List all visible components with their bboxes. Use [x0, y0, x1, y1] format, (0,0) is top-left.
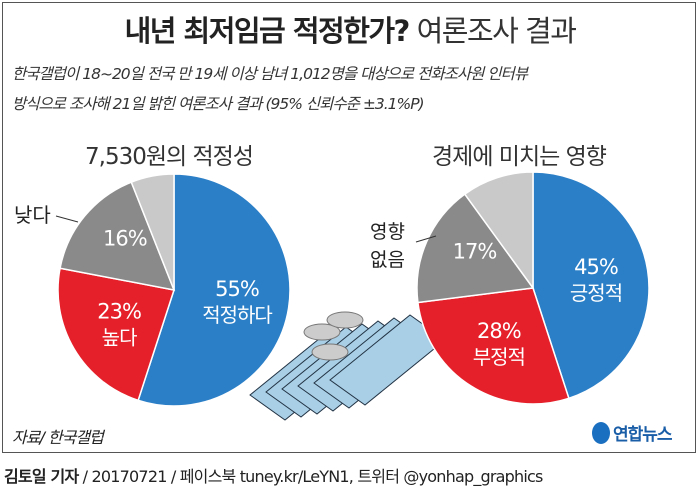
coin-icon [326, 311, 364, 329]
pie2-outside-label-line1: 영향 [370, 221, 405, 243]
title-bold: 내년 최저임금 적정한가? [124, 14, 411, 48]
infographic-frame [2, 2, 696, 453]
yonhap-logo: 연합뉴스 [592, 420, 673, 445]
pie1-slice-2 [59, 181, 176, 291]
footer-rest: / 20170721 / 페이스북 tuney.kr/LeYN1, 트위터 @y… [78, 467, 544, 486]
pie1-value-label-2: 16% [103, 226, 147, 250]
pie1-leader-line [55, 215, 79, 223]
pie2-value-label-0: 45% [574, 255, 618, 279]
pie2-outside-label-line2: 없음 [370, 249, 405, 271]
pie2-title: 경제에 미치는 영향 [432, 144, 607, 170]
page-title: 내년 최저임금 적정한가? 여론조사 결과 [0, 8, 700, 50]
logo-icon [592, 421, 610, 444]
pie2-slice-3 [463, 171, 534, 291]
pie1-slice-3 [130, 173, 175, 291]
pie1-category-label-0: 적정하다 [202, 303, 272, 327]
subtitle-line1: 한국갤럽이 18~20일 전국 만 19세 이상 남녀 1,012명을 대상으로… [12, 65, 528, 83]
pie2-value-label-2: 17% [453, 240, 497, 264]
coin-icon [311, 343, 349, 361]
pie1-slice-0 [137, 173, 291, 407]
pie1-outside-label: 낮다 [14, 203, 51, 227]
logo-text: 연합뉴스 [613, 425, 673, 445]
pie2-category-label-0: 긍정적 [570, 281, 622, 305]
source-note: 자료/ 한국갤럽 [12, 428, 104, 447]
pie1-value-label-1: 23% [97, 299, 141, 323]
pie2-slice-1 [417, 287, 570, 405]
pie1-slice-1 [57, 267, 175, 402]
pie2-slice-0 [532, 171, 650, 400]
footer-author: 김토일 기자 [4, 467, 79, 486]
coin-icon [303, 323, 341, 341]
pie1-value-label-0: 55% [215, 277, 259, 301]
pie1-category-label-1: 높다 [102, 325, 137, 349]
subtitle-line2: 방식으로 조사해 21일 밝힌 여론조사 결과 (95% 신뢰수준 ±3.1%P… [12, 95, 425, 113]
pie1-title: 7,530원의 적정성 [85, 144, 254, 170]
pie2-slice-2 [416, 193, 535, 304]
title-light: 여론조사 결과 [416, 14, 577, 48]
pie2-leader-line [415, 235, 437, 243]
pie2-category-label-1: 부정적 [473, 345, 525, 369]
pie2-value-label-1: 28% [477, 319, 521, 343]
footer-credit: 김토일 기자 / 20170721 / 페이스북 tuney.kr/LeYN1,… [4, 463, 543, 487]
